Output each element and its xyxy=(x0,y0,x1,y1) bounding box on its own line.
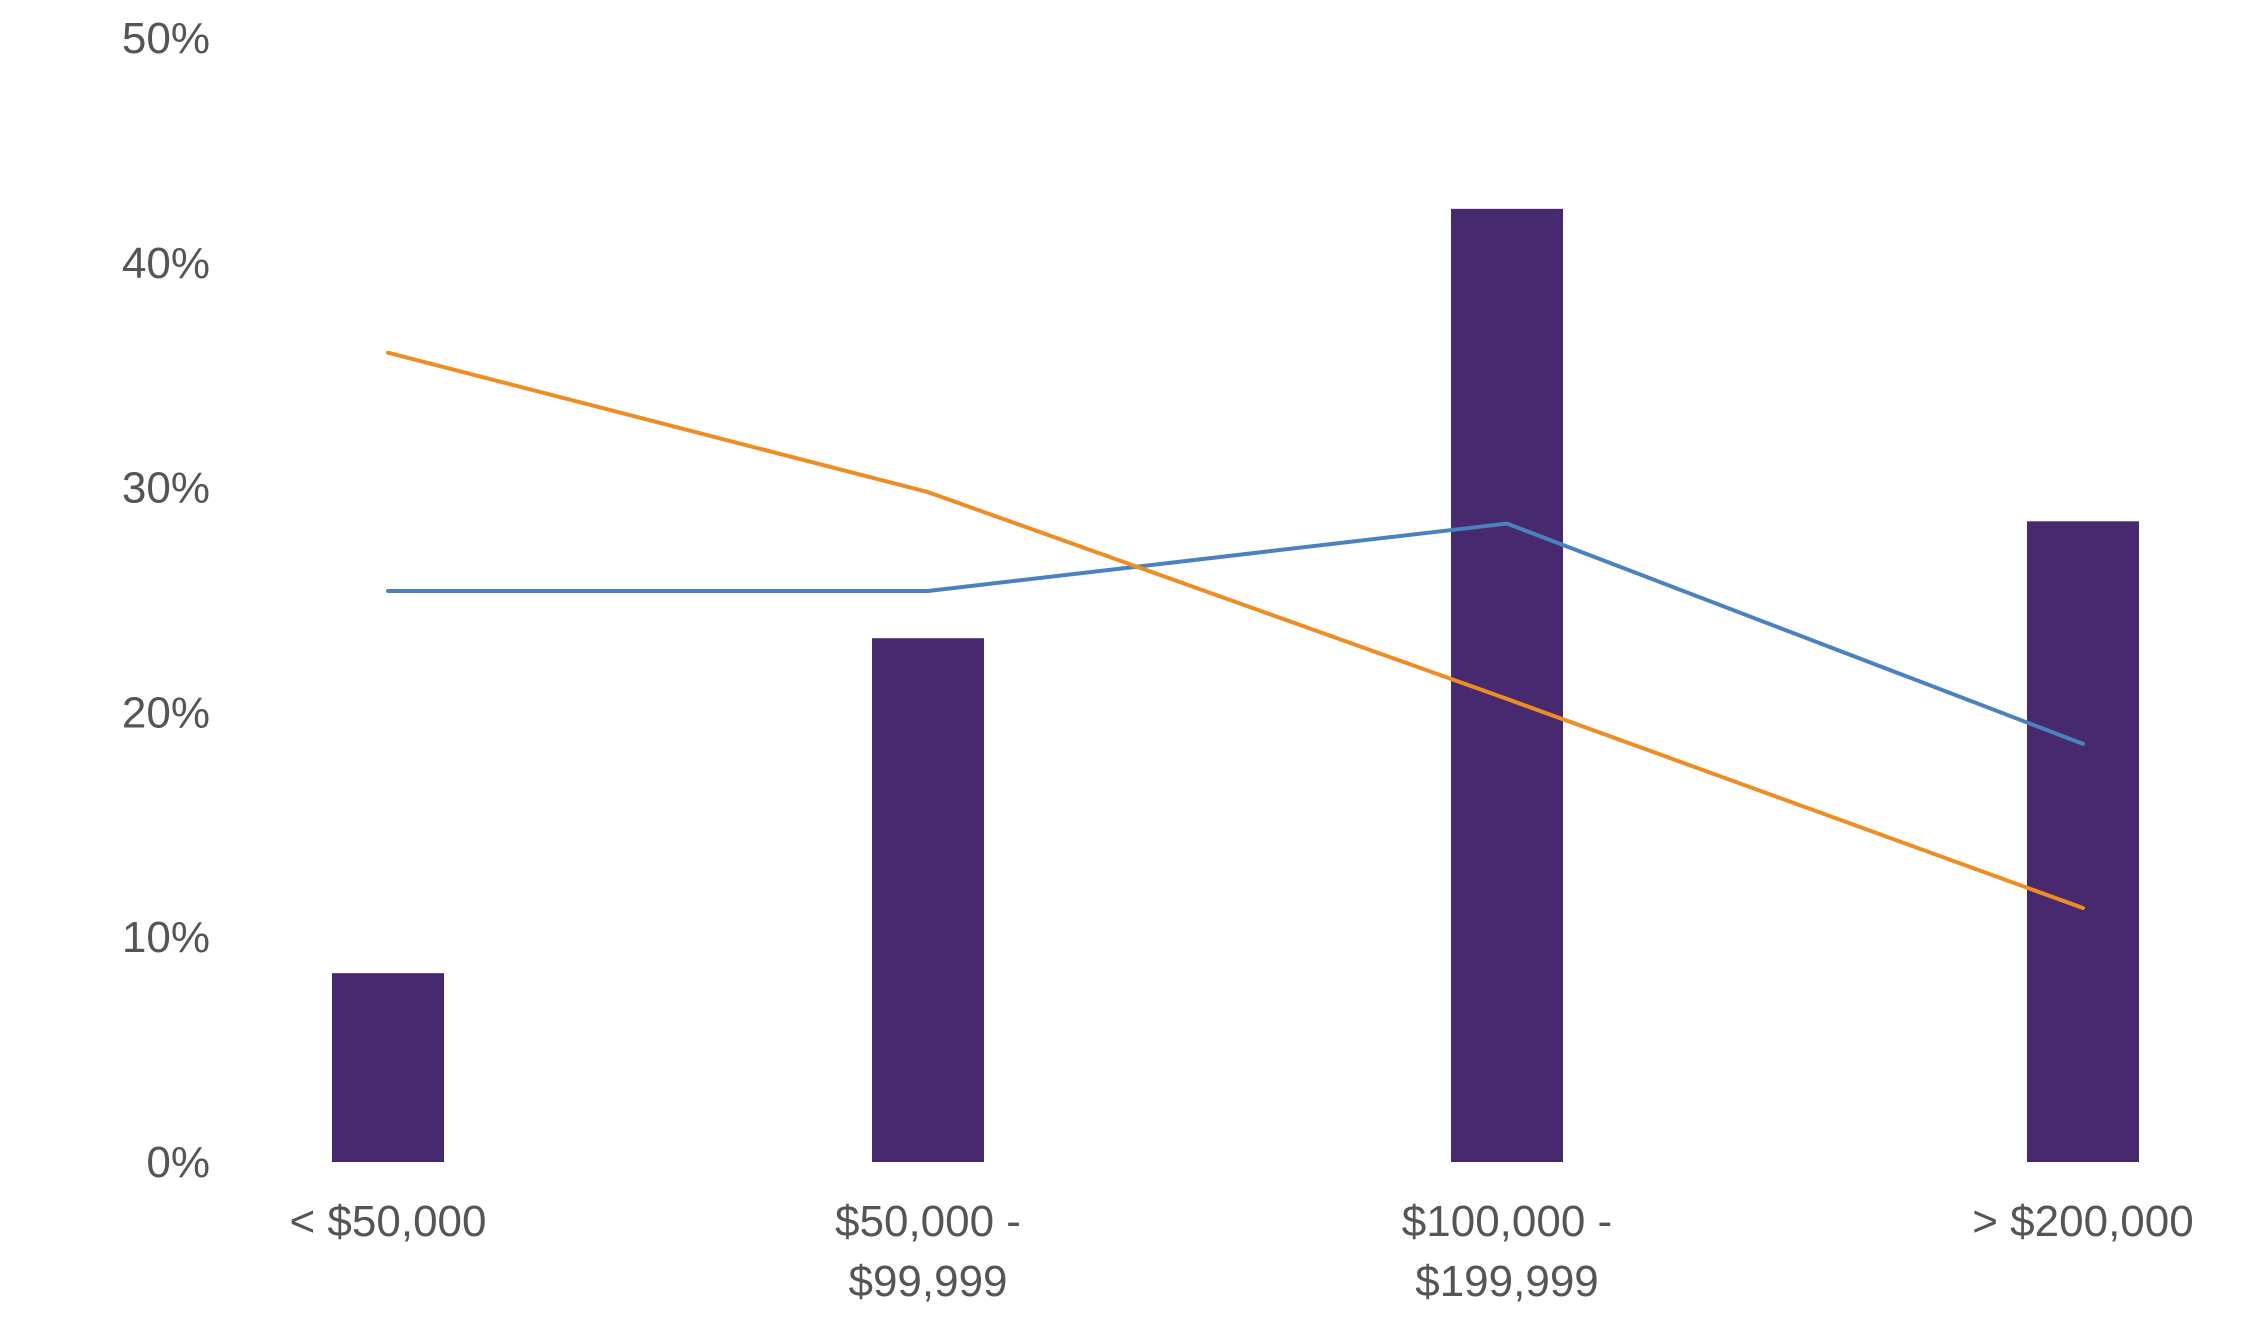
series-line xyxy=(386,350,2085,910)
bar xyxy=(872,638,984,1162)
series-line xyxy=(386,521,2085,746)
bar xyxy=(2027,521,2139,1162)
bar xyxy=(332,973,444,1162)
y-axis: 0% 10% 20% 30% 40% 50% xyxy=(122,14,210,1187)
y-tick-label: 10% xyxy=(122,913,210,962)
y-tick-label: 40% xyxy=(122,239,210,288)
x-tick-label: < $50,000 xyxy=(290,1197,487,1246)
y-tick-label: 50% xyxy=(122,14,210,63)
x-tick-label: $100,000 -$199,999 xyxy=(1402,1197,1612,1306)
y-tick-label: 20% xyxy=(122,688,210,737)
x-tick-label: $50,000 -$99,999 xyxy=(835,1197,1021,1306)
x-axis: < $50,000 $50,000 -$99,999 $100,000 -$199,… xyxy=(290,1197,2194,1306)
x-tick-label: > $200,000 xyxy=(1972,1197,2193,1246)
bar-series xyxy=(332,208,2139,1162)
y-tick-label: 30% xyxy=(122,464,210,513)
line-series xyxy=(386,350,2085,910)
y-tick-label: 0% xyxy=(146,1138,210,1187)
